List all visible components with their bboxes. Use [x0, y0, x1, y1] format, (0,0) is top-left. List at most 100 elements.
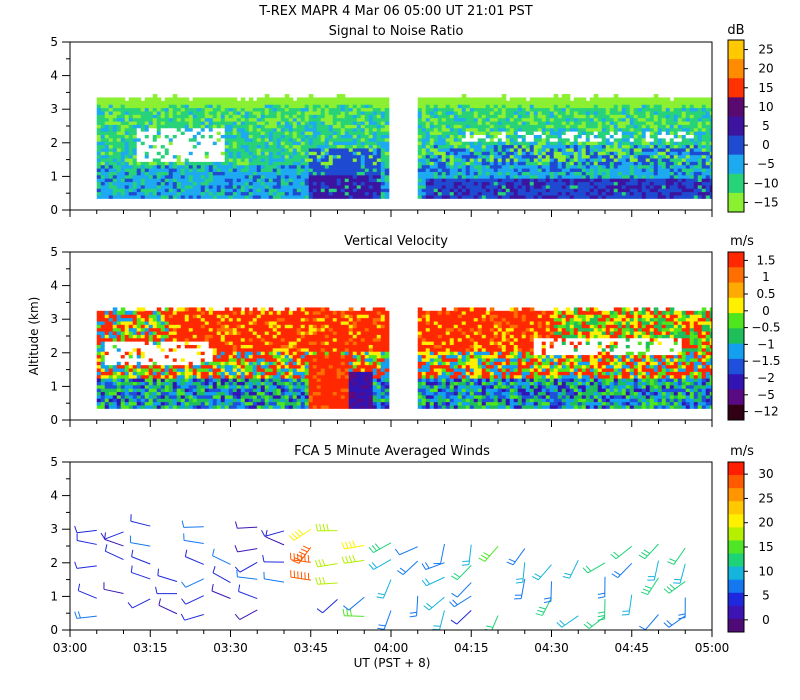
heat-cell	[96, 394, 102, 399]
heat-cell	[164, 157, 170, 162]
heat-cell	[180, 110, 186, 115]
heat-cell	[200, 97, 206, 102]
heat-cell	[168, 194, 174, 199]
heat-cell	[108, 161, 114, 166]
heat-cell	[320, 154, 326, 159]
heat-cell	[649, 161, 655, 166]
heat-cell	[124, 141, 130, 146]
heat-cell	[677, 137, 683, 142]
heat-cell	[124, 310, 130, 315]
heat-cell	[521, 181, 527, 186]
heat-cell	[344, 188, 350, 193]
heat-cell	[465, 97, 471, 102]
heat-cell	[613, 107, 619, 112]
heat-cell	[641, 161, 647, 166]
heat-cell	[136, 401, 142, 406]
heat-cell	[148, 178, 154, 183]
heat-cell	[264, 124, 270, 129]
heat-cell	[617, 127, 623, 132]
heat-cell	[537, 181, 543, 186]
heat-cell	[685, 134, 691, 139]
heat-cell	[124, 144, 130, 149]
heat-cell	[192, 131, 198, 135]
heat-cell	[276, 157, 282, 162]
heat-cell	[609, 194, 615, 199]
heat-cell	[96, 147, 102, 152]
heat-cell	[144, 347, 150, 352]
heat-cell	[152, 327, 158, 332]
heat-cell	[308, 97, 314, 102]
heat-cell	[661, 151, 667, 156]
heat-cell	[521, 184, 527, 189]
heat-cell	[493, 174, 499, 179]
heat-cell	[384, 124, 390, 129]
heat-cell	[629, 137, 635, 142]
heat-cell	[128, 134, 134, 139]
heat-cell	[136, 191, 142, 196]
heat-cell	[104, 191, 110, 196]
heat-cell	[216, 147, 222, 152]
heat-cell	[212, 110, 218, 115]
heat-cell	[168, 104, 174, 109]
heat-cell	[697, 104, 703, 109]
heat-cell	[304, 191, 310, 196]
heat-cell	[649, 154, 655, 159]
heat-cell	[449, 151, 455, 156]
heat-cell	[429, 174, 435, 179]
heat-cell	[268, 134, 274, 139]
heat-cell	[661, 188, 667, 193]
heat-cell	[477, 151, 483, 156]
heat-cell	[236, 161, 242, 166]
heat-cell	[120, 154, 126, 159]
heat-cell	[136, 104, 142, 109]
heat-cell	[653, 97, 659, 102]
heat-cell	[112, 194, 118, 199]
heat-cell	[601, 134, 607, 139]
heat-cell	[533, 137, 539, 142]
heat-cell	[517, 178, 523, 183]
heat-cell	[645, 181, 651, 186]
heat-cell	[501, 120, 507, 125]
heat-cell	[473, 178, 479, 183]
heat-cell	[168, 100, 174, 105]
heat-cell	[645, 100, 651, 105]
heat-cell	[104, 154, 110, 159]
heat-cell	[569, 157, 575, 162]
heat-cell	[689, 127, 695, 132]
heat-cell	[152, 347, 158, 352]
heat-cell	[653, 94, 659, 99]
heat-cell	[224, 127, 230, 132]
heat-cell	[553, 104, 559, 109]
heat-cell	[617, 191, 623, 196]
colorbar-label: −15	[753, 195, 778, 209]
heat-cell	[148, 110, 154, 115]
heat-cell	[128, 324, 134, 329]
heat-cell	[220, 191, 226, 196]
heat-cell	[312, 110, 318, 115]
heat-cell	[681, 100, 687, 105]
heat-cell	[308, 110, 314, 115]
heat-cell	[316, 117, 322, 122]
heat-cell	[316, 181, 322, 186]
heat-cell	[344, 131, 350, 135]
heat-cell	[96, 330, 102, 335]
heat-cell	[417, 151, 423, 156]
heat-cell	[569, 154, 575, 159]
heat-cell	[116, 141, 122, 146]
heat-cell	[437, 154, 443, 159]
heat-cell	[505, 188, 511, 193]
heat-cell	[372, 100, 378, 105]
heat-cell	[320, 178, 326, 183]
heat-cell	[701, 194, 707, 199]
heat-cell	[300, 114, 306, 119]
heat-cell	[417, 131, 423, 135]
heat-cell	[244, 137, 250, 142]
heat-cell	[140, 144, 146, 149]
heat-cell	[557, 178, 563, 183]
heat-cell	[96, 371, 102, 376]
heat-cell	[108, 144, 114, 149]
heat-cell	[112, 137, 118, 142]
heat-cell	[184, 147, 190, 152]
heat-cell	[200, 157, 206, 162]
heat-cell	[316, 174, 322, 179]
